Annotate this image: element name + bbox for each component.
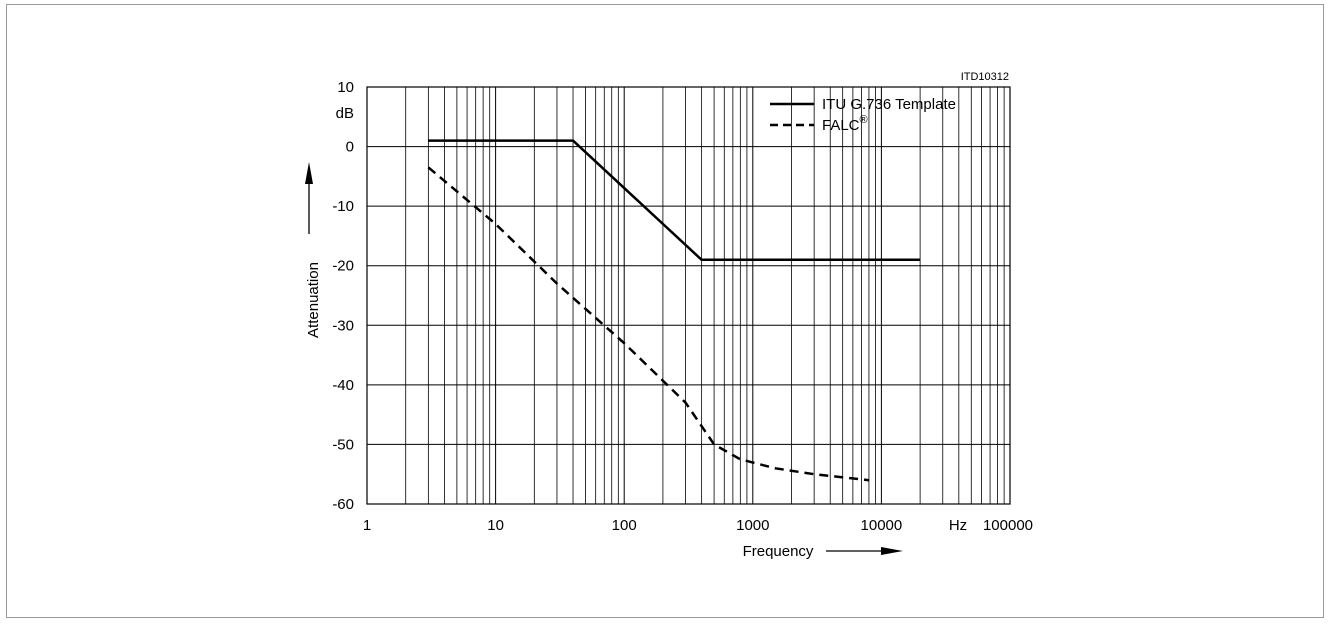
x-tick-label: 1000 <box>736 517 769 534</box>
y-tick-label: -40 <box>332 377 354 394</box>
legend-label-falc-superscript: ® <box>860 114 868 126</box>
x-axis-arrow-head <box>881 547 903 555</box>
x-unit-label: Hz <box>949 517 967 534</box>
y-tick-label: -50 <box>332 436 354 453</box>
y-tick-label: -20 <box>332 258 354 275</box>
x-tick-labels: 1 10 100 1000 10000 100000 <box>363 517 1033 534</box>
y-tick-label: -60 <box>332 496 354 513</box>
x-tick-label: 10 <box>487 517 504 534</box>
x-tick-label: 10000 <box>861 517 903 534</box>
legend-label-falc-name: FALC <box>822 117 860 134</box>
series-line-1 <box>427 166 870 482</box>
legend-label-template: ITU G.736 Template <box>822 96 956 113</box>
x-axis-label: Frequency <box>743 543 814 560</box>
legend: ITU G.736 Template FALC® <box>770 96 956 134</box>
y-tick-label: -10 <box>332 198 354 215</box>
minor-gridlines <box>405 87 1005 504</box>
figure-frame <box>6 4 1324 618</box>
y-axis-arrow-head <box>305 162 313 184</box>
x-tick-label: 100000 <box>983 517 1033 534</box>
figure-id: ITD10312 <box>961 71 1009 83</box>
y-tick-label: 10 <box>337 79 354 96</box>
major-gridlines <box>366 86 1010 505</box>
y-tick-label: 0 <box>346 139 354 156</box>
y-axis-label: Attenuation <box>305 262 322 338</box>
x-tick-label: 1 <box>363 517 371 534</box>
series-line-0 <box>428 139 921 262</box>
legend-label-falc: FALC® <box>822 114 868 134</box>
series-layer <box>427 139 921 482</box>
plot-border <box>366 86 1011 505</box>
y-tick-label: -30 <box>332 317 354 334</box>
y-tick-labels: 10 0 -10 -20 -30 -40 -50 -60 <box>332 79 354 513</box>
x-tick-label: 100 <box>612 517 637 534</box>
y-unit-label: dB <box>336 105 354 122</box>
